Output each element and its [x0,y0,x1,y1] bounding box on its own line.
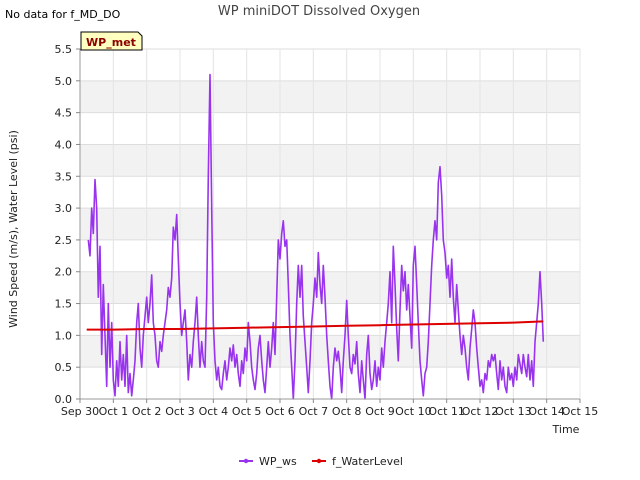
grid-band [80,80,580,113]
y-tick-label: 5.5 [55,43,73,56]
legend-marker-water-level [316,458,322,464]
y-tick-label: 4.5 [55,107,73,120]
y-tick-label: 0.0 [55,393,73,406]
no-data-notice: No data for f_MD_DO [5,8,121,21]
x-tick-label: Oct 14 [528,405,565,418]
x-tick-label: Oct 5 [232,405,262,418]
x-tick-label: Oct 15 [562,405,599,418]
legend-label-ws: WP_ws [259,455,297,468]
chart-title: WP miniDOT Dissolved Oxygen [218,4,420,19]
badge-shape [80,31,143,51]
y-axis-label: Wind Speed (m/s), Water Level (psi) [7,130,20,328]
legend-label-water-level: f_WaterLevel [332,455,403,468]
x-axis-ticks: Sep 30 Oct 1 Oct 2 Oct 3 Oct 4 Oct 5 Oct 6 Oct … [61,399,598,418]
grid-band [80,144,580,177]
x-tick-label: Oct 12 [462,405,499,418]
y-tick-label: 5.0 [55,75,73,88]
y-tick-label: 0.5 [55,361,73,374]
grid-bands [80,80,580,368]
y-tick-label: 2.0 [55,266,73,279]
legend-marker-ws [243,458,249,464]
x-tick-label: Oct 7 [299,405,329,418]
y-tick-label: 3.0 [55,202,73,215]
series-line-f-waterlevel [86,320,544,331]
x-tick-label: Oct 8 [332,405,362,418]
x-tick-label: Oct 1 [99,405,129,418]
x-tick-label: Oct 13 [495,405,532,418]
grid-band [80,208,580,240]
y-tick-label: 3.5 [55,170,73,183]
x-tick-label: Sep 30 [61,405,99,418]
y-tick-label: 2.5 [55,234,73,247]
badge: WP_met [80,31,143,51]
x-tick-label: Oct 4 [199,405,229,418]
x-tick-label: Oct 2 [132,405,162,418]
y-tick-label: 1.5 [55,298,73,311]
plot-area: 0.0 0.5 1.0 1.5 2.0 2.5 3.0 3.5 4.0 4.5 5.0 5.5 Sep… [55,43,599,418]
series-layer [86,73,545,400]
axes [79,49,580,400]
x-tick-label: Oct 9 [365,405,395,418]
x-tick-label: Oct 3 [165,405,195,418]
x-tick-label: Oct 6 [265,405,295,418]
y-tick-label: 1.0 [55,329,73,342]
x-tick-label: Oct 11 [428,405,465,418]
grid-band [80,271,580,304]
x-axis-label: Time [552,423,580,436]
x-tick-label: Oct 10 [395,405,432,418]
legend: WP_ws f_WaterLevel [239,455,403,468]
badge-label: WP_met [86,36,136,49]
y-axis-ticks: 0.0 0.5 1.0 1.5 2.0 2.5 3.0 3.5 4.0 4.5 5.0 5.5 [55,43,80,406]
y-tick-label: 4.0 [55,138,73,151]
